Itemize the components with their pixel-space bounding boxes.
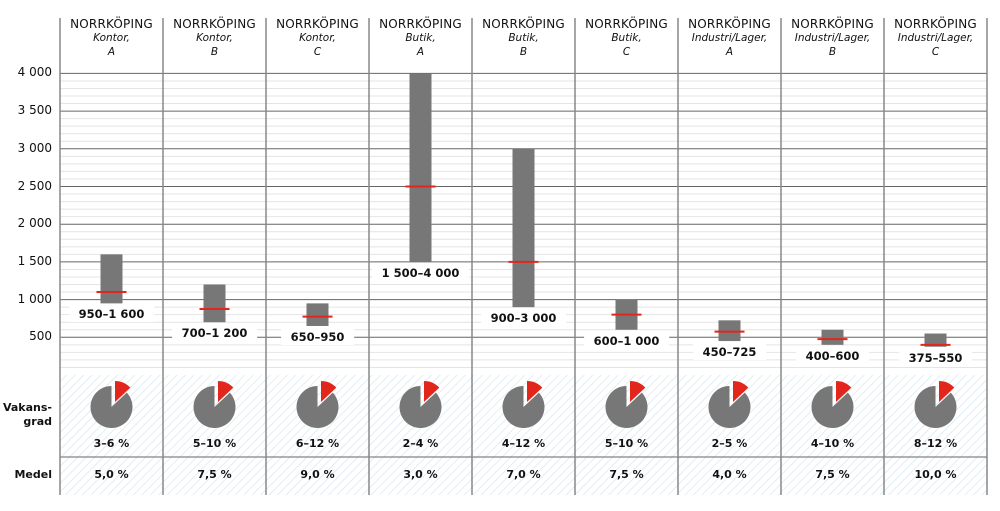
- vacancy-pie: [708, 386, 751, 429]
- vacancy-range: 4–12 %: [501, 437, 546, 450]
- range-label: 375–550: [898, 349, 973, 366]
- column-header-class: A: [725, 46, 734, 58]
- vacancy-pie: [811, 386, 854, 429]
- column-header-city: NORRKÖPING: [585, 17, 668, 31]
- column-header-city: NORRKÖPING: [173, 17, 256, 31]
- vacancy-mean: 5,0 %: [94, 468, 129, 481]
- range-label: 600–1 000: [583, 332, 670, 349]
- column-header: NORRKÖPING Kontor, B: [163, 17, 266, 59]
- y-tick-label: 1 000: [17, 291, 52, 306]
- column-header: NORRKÖPING Industri/Lager, C: [884, 17, 987, 59]
- vacancy-pie-slice: [527, 381, 543, 402]
- column-header: NORRKÖPING Butik, C: [575, 17, 678, 59]
- column-header-city: NORRKÖPING: [379, 17, 462, 31]
- range-bar: [203, 284, 226, 323]
- column-header: NORRKÖPING Industri/Lager, A: [678, 17, 781, 59]
- vacancy-mean: 7,5 %: [197, 468, 232, 481]
- column-header-class: A: [107, 46, 116, 58]
- vacancy-range: 2–5 %: [711, 437, 748, 450]
- vacancy-range: 5–10 %: [604, 437, 649, 450]
- range-label: 950–1 600: [68, 306, 155, 323]
- vacancy-pie-slice: [939, 381, 955, 402]
- column-header-type: Kontor,: [299, 32, 336, 44]
- vacancy-pie-slice: [424, 381, 440, 402]
- vacancy-mean: 7,5 %: [815, 468, 850, 481]
- vacancy-range: 8–12 %: [913, 437, 958, 450]
- range-label: 650–950: [280, 328, 355, 345]
- vacancy-mean: 7,0 %: [506, 468, 541, 481]
- column-header-type: Butik,: [405, 32, 436, 44]
- vacancy-pie: [296, 386, 339, 428]
- column-header: NORRKÖPING Kontor, A: [60, 17, 163, 59]
- range-label: 900–3 000: [480, 310, 567, 327]
- vacancy-range: 2–4 %: [402, 437, 439, 450]
- column-header-type: Industri/Lager,: [897, 32, 974, 44]
- column-header-class: B: [828, 46, 837, 58]
- vacancy-row-label: Vakans- grad: [2, 401, 52, 428]
- y-tick-label: 3 500: [17, 103, 52, 118]
- column-header-city: NORRKÖPING: [791, 17, 874, 31]
- column-header-type: Industri/Lager,: [794, 32, 871, 44]
- column-header-city: NORRKÖPING: [482, 17, 565, 31]
- range-bar: [821, 329, 844, 345]
- vacancy-pie-slice: [115, 381, 131, 402]
- range-label: 450–725: [692, 344, 767, 361]
- vacancy-range: 5–10 %: [192, 437, 237, 450]
- vacancy-pie: [914, 386, 957, 429]
- column-header-type: Kontor,: [196, 32, 233, 44]
- vacancy-pie: [502, 386, 545, 428]
- column-header-class: C: [931, 46, 940, 58]
- column-header-city: NORRKÖPING: [688, 17, 771, 31]
- range-bar: [409, 73, 432, 262]
- column-header-type: Industri/Lager,: [691, 32, 768, 44]
- vacancy-pie: [605, 386, 648, 428]
- range-bar: [512, 148, 535, 308]
- y-tick-label: 1 500: [17, 253, 52, 268]
- y-tick-label: 4 000: [17, 65, 52, 80]
- column-header-type: Butik,: [611, 32, 642, 44]
- vacancy-range: 6–12 %: [295, 437, 340, 450]
- column-header-city: NORRKÖPING: [70, 17, 153, 31]
- vacancy-pie-slice: [630, 381, 646, 402]
- vacancy-pie-slice: [733, 381, 749, 402]
- mean-row-label: Medel: [14, 468, 52, 481]
- range-label: 700–1 200: [171, 325, 258, 342]
- y-tick-label: 2 500: [17, 178, 52, 193]
- vacancy-mean: 7,5 %: [609, 468, 644, 481]
- column-header: NORRKÖPING Butik, B: [472, 17, 575, 59]
- vacancy-range: 4–10 %: [810, 437, 855, 450]
- column-header: NORRKÖPING Butik, A: [369, 17, 472, 59]
- column-header: NORRKÖPING Kontor, C: [266, 17, 369, 59]
- vacancy-mean: 4,0 %: [712, 468, 747, 481]
- column-header-city: NORRKÖPING: [894, 17, 977, 31]
- vacancy-mean: 10,0 %: [914, 468, 957, 481]
- vacancy-pie-slice: [836, 381, 852, 402]
- y-tick-label: 3 000: [17, 140, 52, 155]
- range-label: 400–600: [795, 347, 870, 364]
- vacancy-mean: 9,0 %: [300, 468, 335, 481]
- range-bar: [924, 333, 947, 347]
- vacancy-pie-slice: [218, 381, 234, 402]
- vacancy-pie: [90, 386, 133, 428]
- y-tick-label: 2 000: [17, 216, 52, 231]
- column-header-class: C: [313, 46, 322, 58]
- column-header-class: B: [210, 46, 219, 58]
- column-header: NORRKÖPING Industri/Lager, B: [781, 17, 884, 59]
- range-bar: [306, 303, 329, 326]
- column-header-city: NORRKÖPING: [276, 17, 359, 31]
- column-header-class: B: [519, 46, 528, 58]
- column-header-type: Butik,: [508, 32, 539, 44]
- column-header-class: A: [416, 46, 425, 58]
- vacancy-mean: 3,0 %: [403, 468, 438, 481]
- vacancy-pie-slice: [321, 381, 337, 402]
- range-label: 1 500–4 000: [371, 264, 470, 281]
- vacancy-pie: [399, 386, 442, 428]
- column-header-type: Kontor,: [93, 32, 130, 44]
- vacancy-range: 3–6 %: [93, 437, 130, 450]
- column-header-class: C: [622, 46, 631, 58]
- range-bar: [100, 254, 123, 304]
- y-tick-label: 500: [29, 329, 52, 344]
- vacancy-pie: [193, 386, 236, 428]
